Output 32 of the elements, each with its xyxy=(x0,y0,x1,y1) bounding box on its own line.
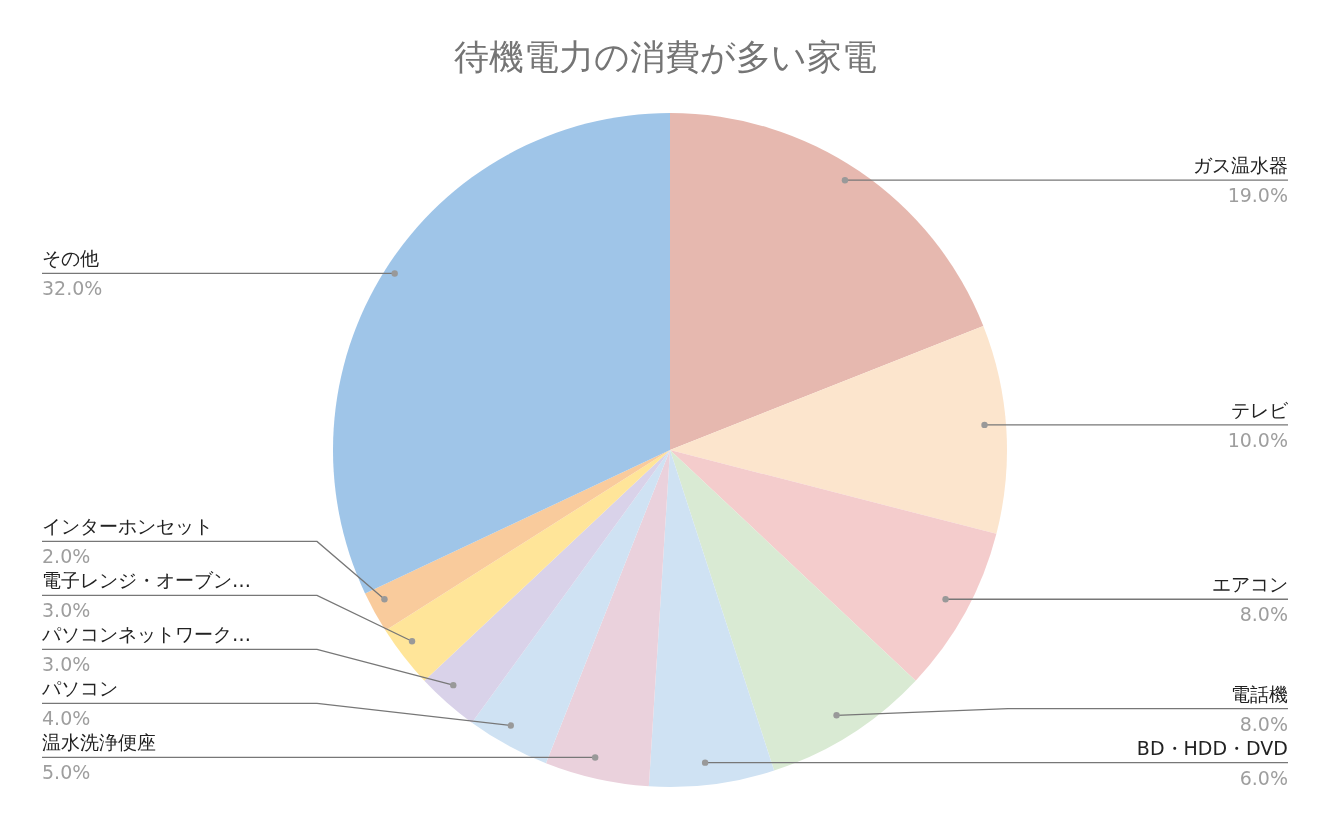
slice-label: パソコンネットワーク… xyxy=(41,623,251,646)
slice-label: 温水洗浄便座 xyxy=(42,731,156,754)
pie-slice xyxy=(365,450,670,631)
data-label: 4.0% xyxy=(42,707,91,730)
data-label: 8.0% xyxy=(1239,603,1288,626)
slice-label: 電話機 xyxy=(1231,682,1288,705)
slice-label: その他 xyxy=(42,247,99,270)
pie-slice xyxy=(670,450,916,771)
data-label: 2.0% xyxy=(42,545,91,568)
data-label: 10.0% xyxy=(1227,428,1288,451)
slice-label: テレビ xyxy=(1231,398,1289,421)
slice-label: パソコン xyxy=(41,677,118,700)
data-label: 32.0% xyxy=(42,277,103,300)
pie-slice xyxy=(424,450,670,723)
slice-label: ガス温水器 xyxy=(1193,154,1288,177)
pie-slice xyxy=(670,325,1007,534)
data-label: 19.0% xyxy=(1227,184,1288,207)
pie-slice xyxy=(545,450,670,787)
data-label: 3.0% xyxy=(42,653,91,676)
chart-title: 待機電力の消費が多い家電 xyxy=(452,36,878,79)
slice-label: BD・HDD・DVD xyxy=(1136,736,1288,759)
data-label: 3.0% xyxy=(42,599,91,622)
pie-slice xyxy=(670,450,997,681)
pie-slice xyxy=(670,113,984,450)
data-label: 5.0% xyxy=(42,761,91,784)
pie-slice xyxy=(385,450,670,681)
slice-label: エアコン xyxy=(1212,573,1288,596)
slice-label: インターホンセット xyxy=(42,515,213,538)
pie-slice xyxy=(333,113,670,594)
slice-label: 電子レンジ・オーブン… xyxy=(42,569,251,592)
data-label: 6.0% xyxy=(1239,766,1288,789)
data-label: 8.0% xyxy=(1239,712,1288,735)
